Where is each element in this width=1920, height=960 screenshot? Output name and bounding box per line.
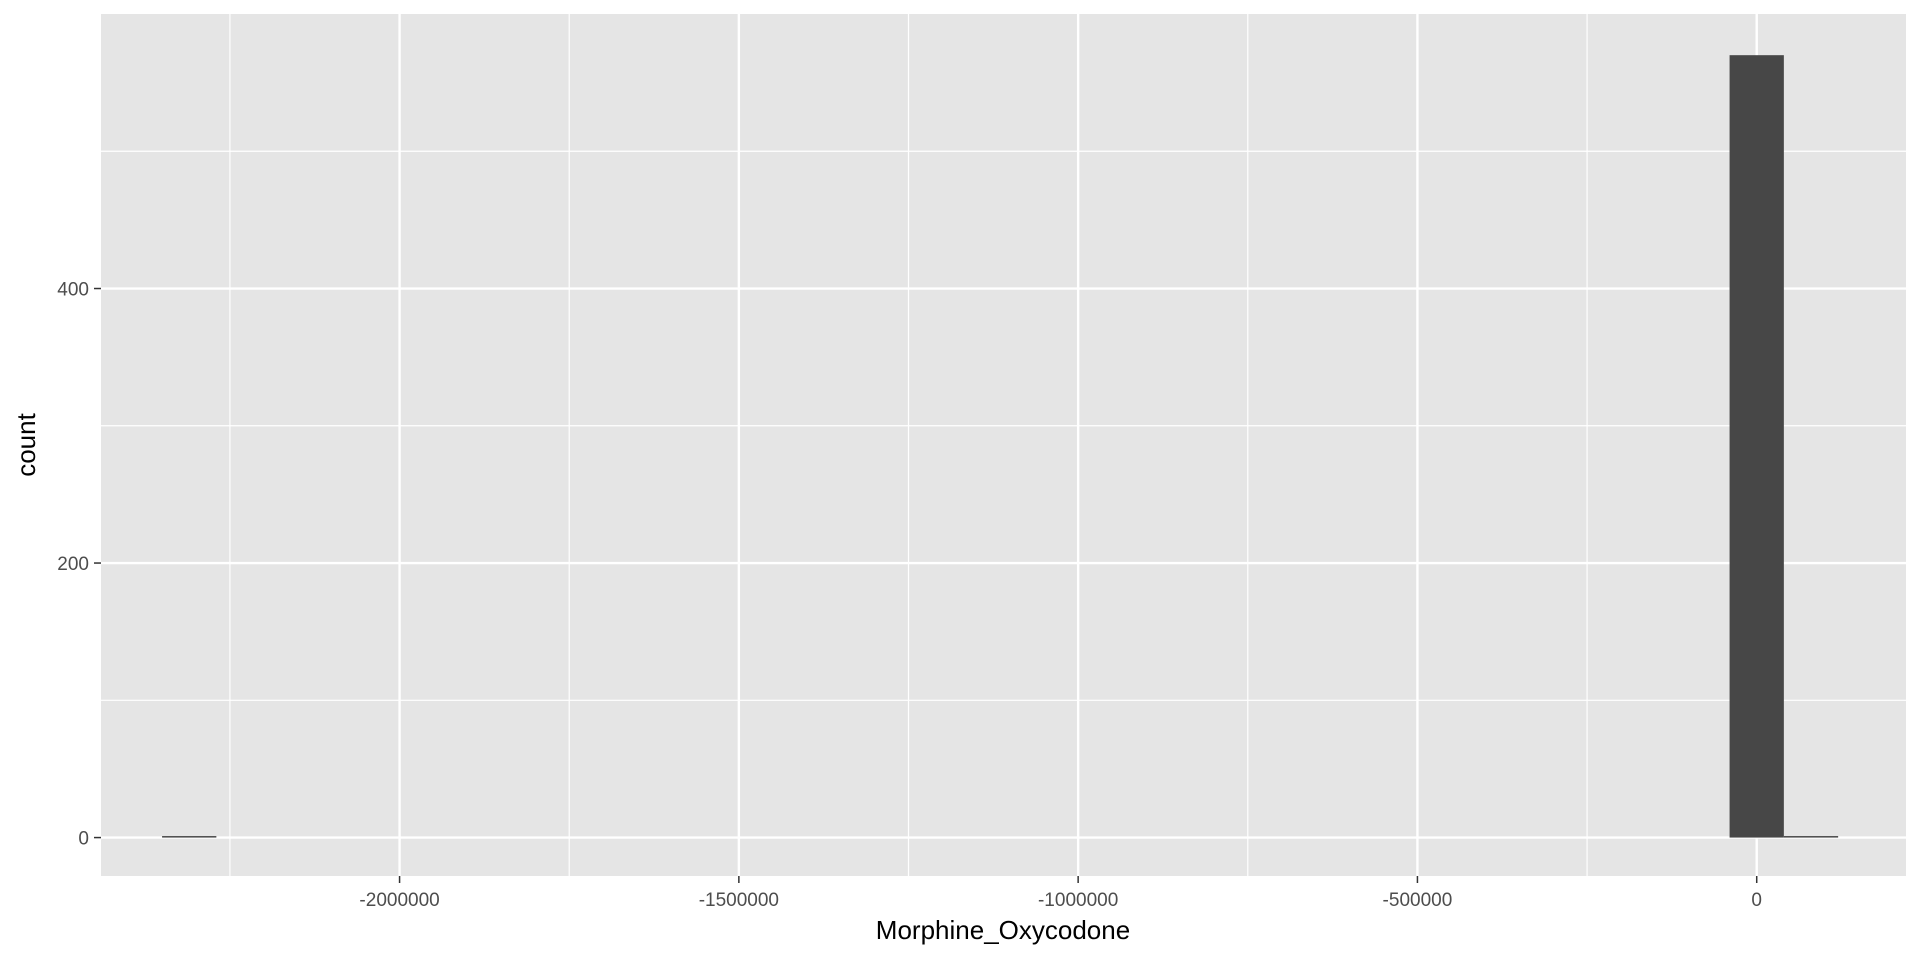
histogram-bars (162, 55, 1839, 838)
y-tick-label: 0 (78, 829, 89, 850)
y-axis-ticks: 0 200 400 (57, 280, 101, 850)
x-tick-label: -500000 (1383, 890, 1453, 911)
y-tick-label: 400 (57, 280, 89, 301)
x-tick-label: -1500000 (699, 890, 779, 911)
minor-gridlines (101, 14, 1906, 876)
x-axis-title: Morphine_Oxycodone (876, 915, 1130, 945)
x-tick-label: 0 (1751, 890, 1762, 911)
x-tick-label: -1000000 (1038, 890, 1118, 911)
x-axis-ticks: -2000000 -1500000 -1000000 -500000 0 (359, 876, 1762, 911)
x-tick-label: -2000000 (359, 890, 439, 911)
histogram-bar (1729, 55, 1784, 838)
y-tick-label: 200 (57, 554, 89, 575)
histogram-bar (162, 836, 217, 838)
plot-panel (101, 14, 1906, 876)
histogram-bar (1783, 836, 1839, 838)
y-axis-title: count (11, 412, 41, 476)
